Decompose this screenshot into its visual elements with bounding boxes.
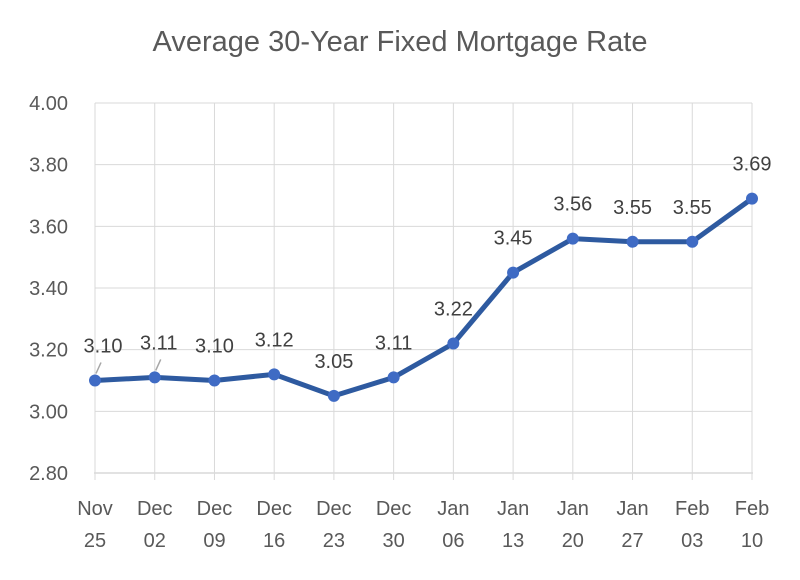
data-point-label: 3.05 <box>314 351 353 373</box>
x-axis-tick-label-month: Jan <box>616 498 648 520</box>
data-point-marker <box>268 368 281 381</box>
x-axis-tick-label-month: Feb <box>675 498 709 520</box>
data-point-marker <box>686 235 699 248</box>
x-axis-tick-label-day: 09 <box>203 530 225 552</box>
data-point-marker <box>387 371 400 384</box>
data-point-label: 3.10 <box>195 336 234 358</box>
data-label-leader-line <box>155 359 162 371</box>
data-point-label: 3.45 <box>494 228 533 250</box>
x-axis-tick-label-month: Feb <box>735 498 769 520</box>
data-point-marker <box>507 266 520 279</box>
data-point-marker <box>566 232 579 245</box>
x-axis-tick-label-day: 06 <box>442 530 464 552</box>
data-point-marker <box>746 192 758 205</box>
data-point-marker <box>148 371 161 384</box>
x-axis-tick-label-month: Dec <box>256 498 292 520</box>
x-axis-tick-label-day: 25 <box>84 530 106 552</box>
data-point-marker <box>89 374 101 387</box>
data-point-label: 3.10 <box>84 336 123 358</box>
x-axis-tick-label-day: 27 <box>621 530 643 552</box>
data-point-label: 3.11 <box>140 332 177 354</box>
y-axis-tick-label: 3.60 <box>29 216 68 238</box>
x-axis-tick-label-month: Jan <box>497 498 529 520</box>
data-point-label: 3.11 <box>375 332 412 354</box>
x-axis-tick-label-day: 16 <box>263 530 285 552</box>
x-axis-tick-label-day: 10 <box>741 530 763 552</box>
y-axis-tick-label: 4.00 <box>29 93 68 115</box>
y-axis-tick-label: 2.80 <box>29 463 68 485</box>
x-axis-tick-label-month: Dec <box>316 498 352 520</box>
x-axis-tick-label-month: Jan <box>557 498 589 520</box>
y-axis-tick-label: 3.00 <box>29 401 68 423</box>
y-axis-tick-label: 3.20 <box>29 340 68 362</box>
data-point-label: 3.55 <box>613 197 652 219</box>
data-point-label: 3.55 <box>673 197 712 219</box>
data-point-label: 3.22 <box>434 299 473 321</box>
x-axis-tick-label-month: Dec <box>197 498 233 520</box>
data-point-marker <box>447 337 460 350</box>
data-point-label: 3.69 <box>733 154 772 176</box>
y-axis-tick-label: 3.40 <box>29 278 68 300</box>
x-axis-tick-label-day: 13 <box>502 530 524 552</box>
data-point-marker <box>327 389 340 402</box>
x-axis-tick-label-day: 20 <box>562 530 584 552</box>
data-label-leader-line <box>95 362 102 374</box>
data-point-marker <box>626 235 639 248</box>
data-point-marker <box>208 374 221 387</box>
x-axis-tick-label-day: 02 <box>144 530 166 552</box>
x-axis-tick-label-day: 03 <box>681 530 703 552</box>
x-axis-tick-label-month: Dec <box>376 498 412 520</box>
y-axis-tick-label: 3.80 <box>29 155 68 177</box>
x-axis-tick-label-month: Dec <box>137 498 173 520</box>
data-point-label: 3.12 <box>255 329 294 351</box>
x-axis-tick-label-day: 23 <box>323 530 345 552</box>
x-axis-tick-label-day: 30 <box>383 530 405 552</box>
chart-title: Average 30-Year Fixed Mortgage Rate <box>152 26 648 58</box>
x-axis-tick-label-month: Nov <box>77 498 113 520</box>
series-line <box>92 196 755 399</box>
x-axis-tick-label-month: Jan <box>437 498 469 520</box>
data-point-label: 3.56 <box>553 194 592 216</box>
